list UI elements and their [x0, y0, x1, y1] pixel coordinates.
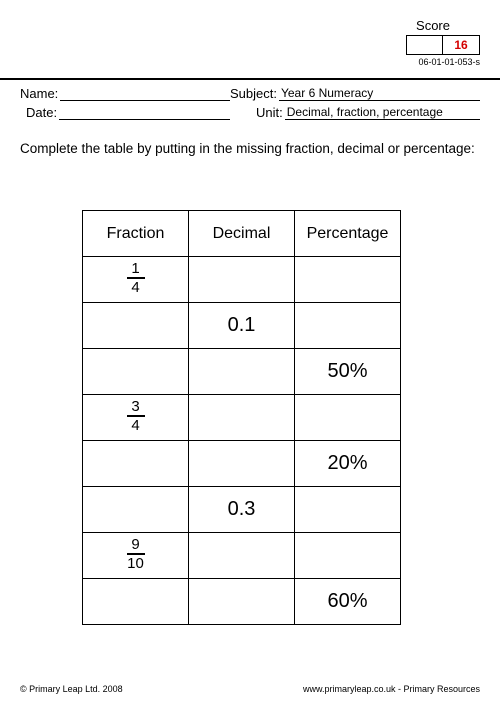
cell-fraction[interactable]: [83, 441, 189, 487]
cell-fraction[interactable]: 14: [83, 257, 189, 303]
table-row: 0.3: [83, 487, 401, 533]
footer: © Primary Leap Ltd. 2008 www.primaryleap…: [20, 684, 480, 694]
subject-field: Year 6 Numeracy: [279, 86, 480, 101]
fraction-denominator: 4: [127, 418, 145, 433]
cell-decimal[interactable]: [189, 395, 295, 441]
score-value: 16: [443, 36, 479, 54]
table-row: 910: [83, 533, 401, 579]
header-decimal: Decimal: [189, 211, 295, 257]
cell-fraction[interactable]: 910: [83, 533, 189, 579]
fraction-denominator: 4: [127, 280, 145, 295]
cell-fraction[interactable]: [83, 303, 189, 349]
table-row: 0.1: [83, 303, 401, 349]
cell-percentage[interactable]: [295, 487, 401, 533]
score-area: Score 16 06-01-01-053-s: [406, 18, 480, 67]
header-fields: Name: Subject: Year 6 Numeracy Date: Uni…: [20, 86, 480, 124]
cell-decimal[interactable]: 0.1: [189, 303, 295, 349]
date-field[interactable]: [59, 105, 230, 120]
cell-fraction[interactable]: [83, 487, 189, 533]
table-row: 14: [83, 257, 401, 303]
cell-decimal[interactable]: [189, 579, 295, 625]
fraction: 14: [127, 261, 145, 295]
table-row: 34: [83, 395, 401, 441]
header-fraction: Fraction: [83, 211, 189, 257]
cell-decimal[interactable]: [189, 441, 295, 487]
cell-percentage[interactable]: 20%: [295, 441, 401, 487]
cell-fraction[interactable]: [83, 579, 189, 625]
cell-percentage[interactable]: 50%: [295, 349, 401, 395]
table-row: 60%: [83, 579, 401, 625]
name-field[interactable]: [60, 86, 230, 101]
name-label: Name:: [20, 86, 58, 101]
cell-fraction[interactable]: [83, 349, 189, 395]
cell-percentage[interactable]: [295, 303, 401, 349]
footer-copyright: © Primary Leap Ltd. 2008: [20, 684, 123, 694]
score-box-empty: [407, 36, 443, 54]
fraction-numerator: 3: [127, 399, 145, 414]
cell-percentage[interactable]: [295, 257, 401, 303]
fraction: 910: [127, 537, 145, 571]
date-label: Date:: [26, 105, 57, 120]
cell-decimal[interactable]: [189, 533, 295, 579]
table-row: 50%: [83, 349, 401, 395]
unit-label: Unit:: [256, 105, 283, 120]
horizontal-rule: [0, 78, 500, 80]
subject-label: Subject:: [230, 86, 277, 101]
score-boxes: 16: [406, 35, 480, 55]
cell-decimal[interactable]: [189, 349, 295, 395]
cell-decimal[interactable]: 0.3: [189, 487, 295, 533]
score-label: Score: [406, 18, 480, 33]
fraction: 34: [127, 399, 145, 433]
cell-percentage[interactable]: 60%: [295, 579, 401, 625]
cell-fraction[interactable]: 34: [83, 395, 189, 441]
cell-decimal[interactable]: [189, 257, 295, 303]
unit-field: Decimal, fraction, percentage: [285, 105, 480, 120]
cell-percentage[interactable]: [295, 533, 401, 579]
fraction-numerator: 1: [127, 261, 145, 276]
footer-link: www.primaryleap.co.uk - Primary Resource…: [303, 684, 480, 694]
fraction-numerator: 9: [127, 537, 145, 552]
worksheet-table: Fraction Decimal Percentage 140.150%3420…: [82, 210, 401, 625]
instructions-text: Complete the table by putting in the mis…: [20, 140, 480, 159]
doc-id: 06-01-01-053-s: [406, 57, 480, 67]
fraction-denominator: 10: [127, 556, 145, 571]
table-row: 20%: [83, 441, 401, 487]
header-percentage: Percentage: [295, 211, 401, 257]
cell-percentage[interactable]: [295, 395, 401, 441]
